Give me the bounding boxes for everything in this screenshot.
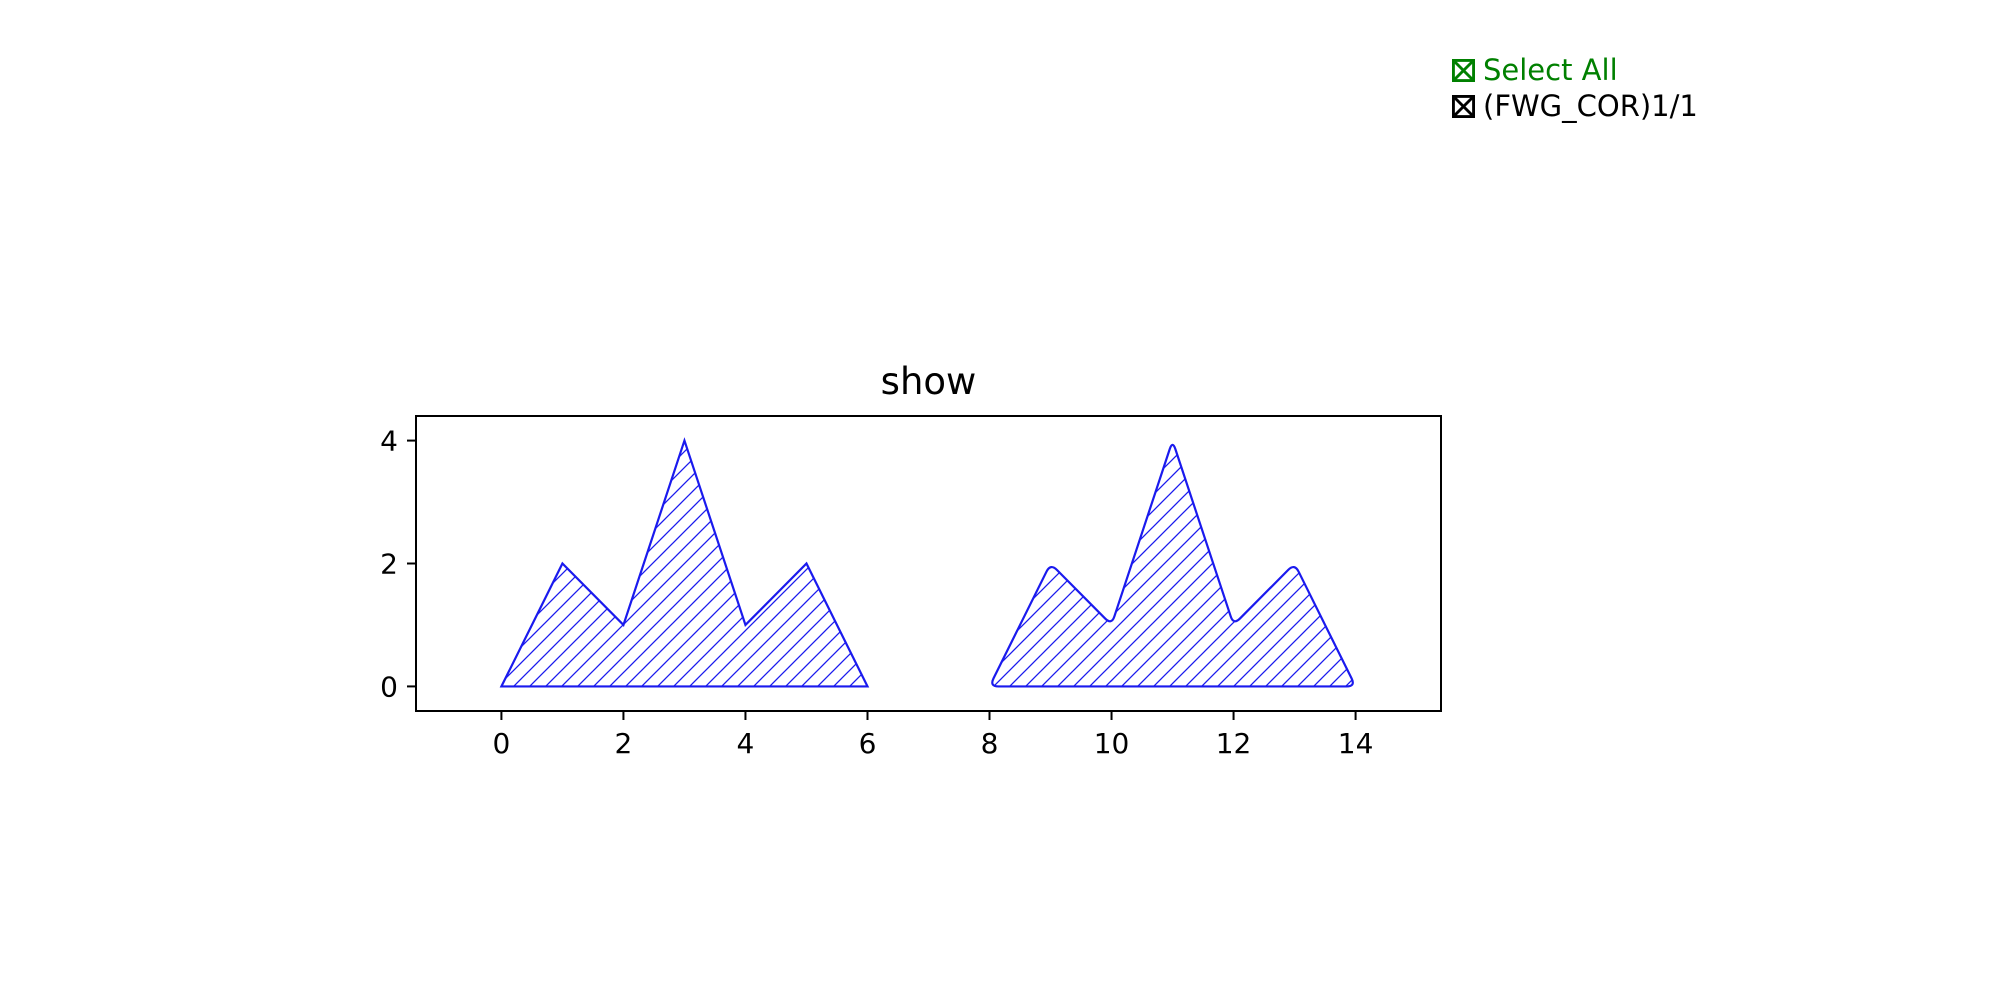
x-tick-label: 2 xyxy=(615,727,633,760)
select-all-label: Select All xyxy=(1483,53,1618,87)
x-tick-label: 4 xyxy=(737,727,755,760)
chart-title: show xyxy=(881,360,977,403)
legend: Select All (FWG_COR)1/1 xyxy=(1452,52,1698,124)
x-tick-label: 14 xyxy=(1338,727,1374,760)
x-tick-label: 10 xyxy=(1094,727,1130,760)
y-tick-label: 0 xyxy=(380,670,398,703)
legend-item-fwg-cor[interactable]: (FWG_COR)1/1 xyxy=(1452,88,1698,124)
x-tick-label: 12 xyxy=(1216,727,1252,760)
y-tick-label: 4 xyxy=(380,425,398,458)
x-tick-label: 8 xyxy=(981,727,999,760)
series-1-area xyxy=(499,437,870,688)
x-tick-label: 6 xyxy=(859,727,877,760)
legend-item-label: (FWG_COR)1/1 xyxy=(1483,89,1698,123)
checked-box-icon xyxy=(1452,58,1475,82)
y-tick-label: 2 xyxy=(380,548,398,581)
select-all-toggle[interactable]: Select All xyxy=(1452,52,1698,88)
checked-box-icon xyxy=(1452,94,1475,118)
series-2-area xyxy=(991,443,1354,688)
x-tick-label: 0 xyxy=(493,727,511,760)
